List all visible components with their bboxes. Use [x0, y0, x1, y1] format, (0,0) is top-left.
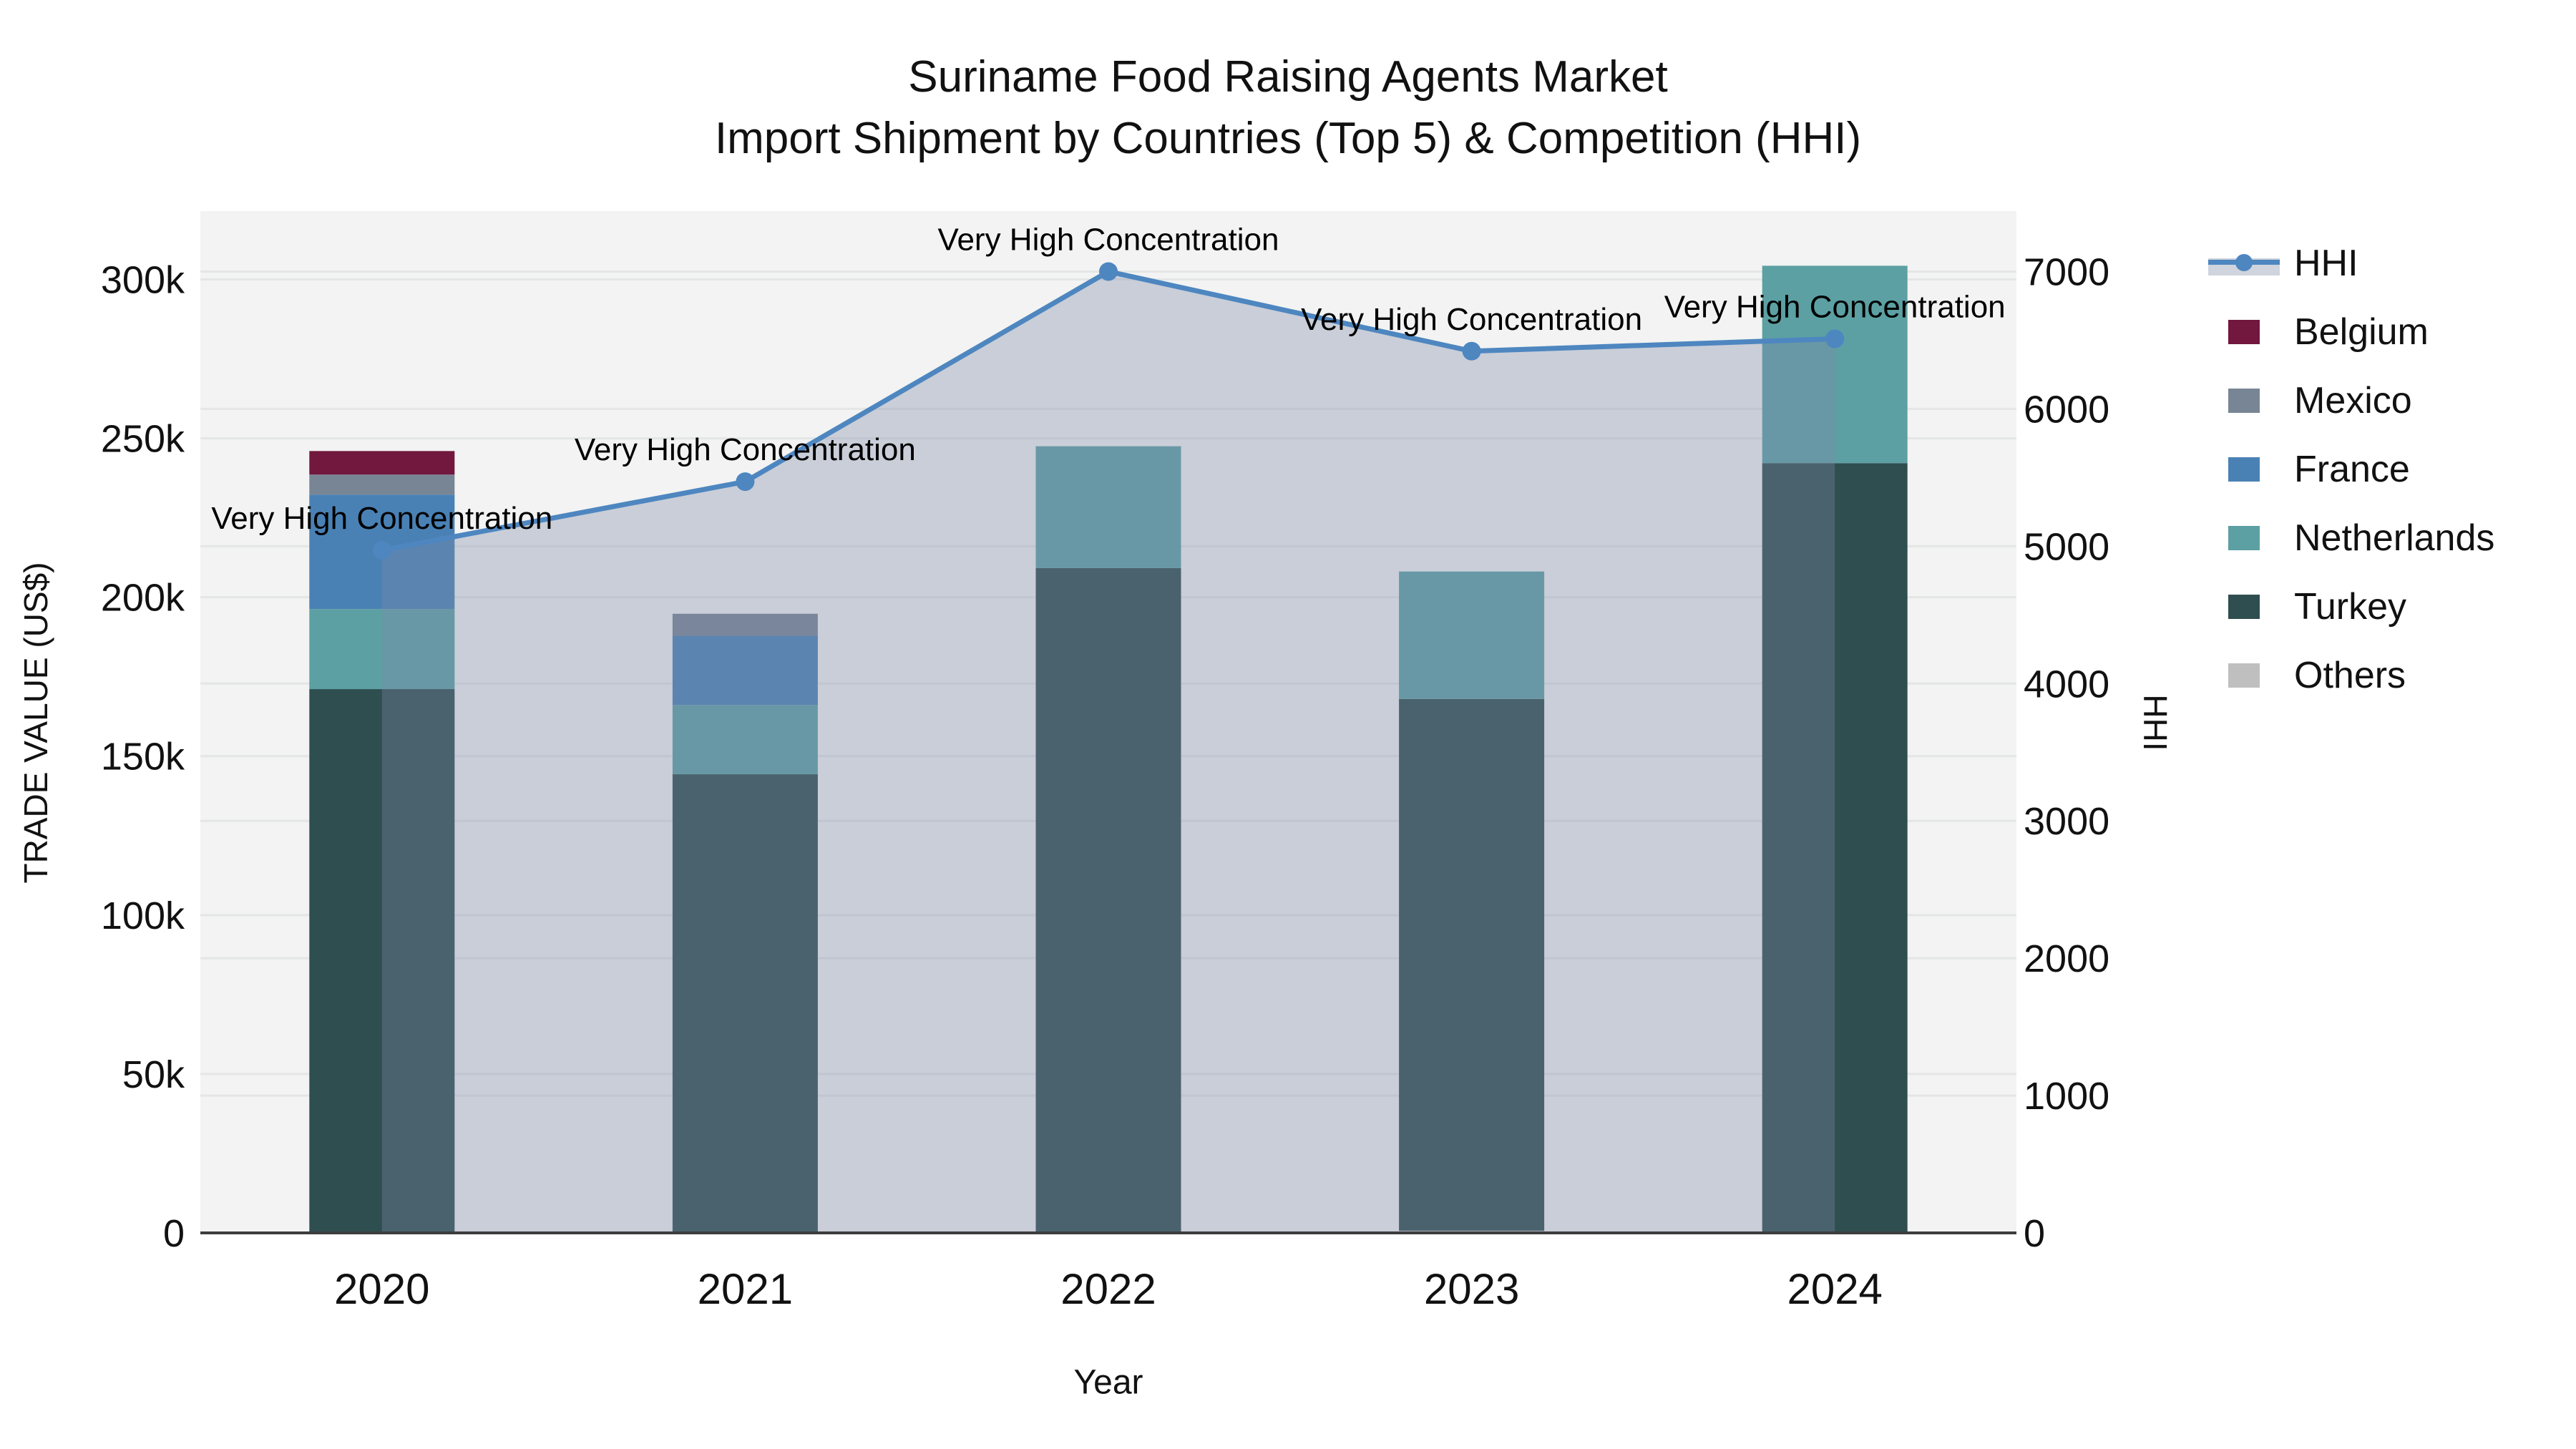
x-tick-2020: 2020: [334, 1265, 429, 1313]
bar-segment-turkey-2021[interactable]: [672, 774, 818, 1233]
bar-segment-turkey-2023[interactable]: [1399, 698, 1545, 1231]
y-left-axis-title: TRADE VALUE (US$): [17, 562, 54, 884]
annotation-2023: Very High Concentration: [1301, 302, 1642, 337]
legend-item-belgium[interactable]: Belgium: [2204, 298, 2494, 366]
bar-segment-netherlands-2021[interactable]: [672, 705, 818, 775]
legend-item-mexico[interactable]: Mexico: [2204, 366, 2494, 435]
bar-segment-mexico-2021[interactable]: [672, 613, 818, 636]
hhi-marker-2020[interactable]: [372, 541, 391, 560]
x-axis-title: Year: [1073, 1363, 1143, 1402]
y-right-axis-title: HHI: [2137, 694, 2174, 751]
legend-color-swatch-mexico: [2228, 389, 2260, 413]
chart-title: Suriname Food Raising Agents Market: [908, 52, 1668, 102]
legend-label-hhi: HHI: [2294, 243, 2358, 284]
legend-item-others[interactable]: Others: [2204, 641, 2494, 710]
y-left-tick-100k: 100k: [101, 894, 185, 937]
chart-subtitle: Import Shipment by Countries (Top 5) & C…: [714, 114, 1862, 163]
legend-color-swatch-turkey: [2228, 595, 2260, 619]
legend-swatch-icon: [2204, 526, 2284, 550]
y-right-tick-2000: 2000: [2024, 937, 2109, 980]
x-tick-2022: 2022: [1060, 1265, 1156, 1313]
legend-item-turkey[interactable]: Turkey: [2204, 572, 2494, 641]
hhi-marker-2022[interactable]: [1099, 262, 1118, 281]
x-tick-2021: 2021: [698, 1265, 793, 1313]
bar-segment-turkey-2024[interactable]: [1762, 463, 1908, 1233]
y-right-tick-7000: 7000: [2024, 250, 2109, 293]
hhi-area: [381, 271, 1835, 1233]
hhi-marker-icon: [2235, 254, 2253, 271]
legend-label-belgium: Belgium: [2294, 311, 2429, 353]
y-right-tick-3000: 3000: [2024, 800, 2109, 843]
y-left-tick-0: 0: [163, 1212, 185, 1255]
annotation-2020: Very High Concentration: [211, 501, 552, 536]
hhi-marker-2023[interactable]: [1462, 341, 1481, 361]
legend-swatch-icon: [2204, 389, 2284, 413]
legend-label-france: France: [2294, 449, 2410, 490]
annotation-2021: Very High Concentration: [575, 432, 916, 467]
legend-item-hhi[interactable]: HHI: [2204, 229, 2494, 298]
legend-color-swatch-others: [2228, 663, 2260, 688]
y-left-tick-150k: 150k: [101, 736, 185, 779]
hhi-line-swatch-icon: [2204, 248, 2284, 279]
y-left-tick-250k: 250k: [101, 418, 185, 461]
legend-swatch-icon: [2204, 320, 2284, 344]
annotation-2024: Very High Concentration: [1664, 290, 2006, 325]
bar-segment-netherlands-2022[interactable]: [1035, 446, 1181, 568]
hhi-marker-2024[interactable]: [1825, 329, 1845, 348]
y-right-tick-1000: 1000: [2024, 1075, 2109, 1118]
bar-segment-turkey-2020[interactable]: [309, 689, 455, 1233]
y-right-tick-6000: 6000: [2024, 388, 2109, 431]
legend-color-swatch-netherlands: [2228, 526, 2260, 550]
y-right-tick-0: 0: [2024, 1212, 2045, 1255]
y-left-tick-200k: 200k: [101, 577, 185, 620]
y-left-tick-300k: 300k: [101, 258, 185, 301]
legend-item-france[interactable]: France: [2204, 435, 2494, 504]
y-right-tick-5000: 5000: [2024, 525, 2109, 568]
legend-label-turkey: Turkey: [2294, 586, 2406, 628]
legend-swatch-icon: [2204, 663, 2284, 688]
bar-segment-netherlands-2023[interactable]: [1399, 571, 1545, 699]
y-left-tick-50k: 50k: [122, 1053, 185, 1096]
x-tick-2023: 2023: [1424, 1265, 1519, 1313]
hhi-legend-sample: [2208, 248, 2280, 279]
bar-segment-turkey-2022[interactable]: [1035, 567, 1181, 1233]
bar-segment-belgium-2020[interactable]: [309, 451, 455, 475]
hhi-marker-2021[interactable]: [736, 472, 755, 492]
legend-color-swatch-belgium: [2228, 320, 2260, 344]
bar-segment-france-2021[interactable]: [672, 635, 818, 706]
legend-label-others: Others: [2294, 655, 2406, 696]
legend-item-netherlands[interactable]: Netherlands: [2204, 504, 2494, 572]
bar-segment-mexico-2020[interactable]: [309, 474, 455, 495]
legend-swatch-icon: [2204, 457, 2284, 482]
annotation-2022: Very High Concentration: [938, 222, 1279, 257]
legend-label-mexico: Mexico: [2294, 380, 2412, 421]
legend-label-netherlands: Netherlands: [2294, 517, 2495, 559]
legend-swatch-icon: [2204, 595, 2284, 619]
y-right-tick-4000: 4000: [2024, 663, 2109, 706]
x-tick-2024: 2024: [1787, 1265, 1882, 1313]
bar-segment-netherlands-2024[interactable]: [1762, 265, 1908, 464]
legend-color-swatch-france: [2228, 457, 2260, 482]
bar-segment-netherlands-2020[interactable]: [309, 609, 455, 690]
legend: HHI Belgium Mexico France Netherlands Turkey O…: [2204, 229, 2494, 710]
